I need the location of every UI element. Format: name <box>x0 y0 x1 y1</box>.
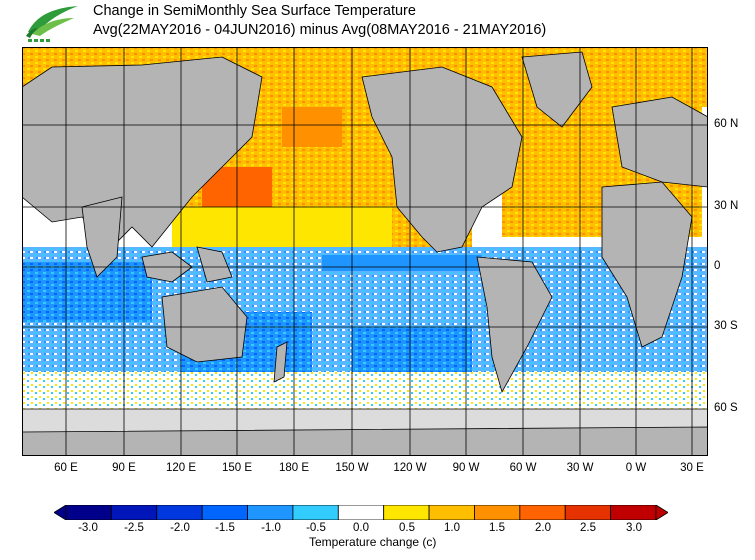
x-tick-label: 90 W <box>452 462 480 474</box>
colorbar-tick-label: 1.0 <box>444 522 460 534</box>
y-tick-label: 0 <box>714 260 721 272</box>
y-tick-label: 60 S <box>714 402 738 414</box>
colorbar-tick-label: 3.0 <box>626 522 642 534</box>
y-tick-label: 30 S <box>714 320 738 332</box>
colorbar-tick-label: 2.0 <box>535 522 551 534</box>
agency-logo <box>26 6 78 42</box>
colorbar-cell <box>337 505 385 520</box>
x-tick-label: 0 W <box>625 462 647 474</box>
x-tick-label: 120 W <box>393 462 427 474</box>
sst-anomaly-map <box>22 47 708 456</box>
colorbar <box>54 505 668 520</box>
x-tick-label: 60 W <box>509 462 537 474</box>
x-tick-label: 90 E <box>112 462 136 474</box>
colorbar-tick-label: 1.5 <box>489 522 505 534</box>
colorbar-tick-label: 0.0 <box>353 522 369 534</box>
colorbar-cell <box>564 505 612 520</box>
x-tick-label: 150 W <box>335 462 369 474</box>
x-tick-label: 30 W <box>566 462 594 474</box>
x-tick-label: 150 E <box>221 462 253 474</box>
colorbar-tick-label: -0.5 <box>306 522 326 534</box>
colorbar-cell <box>610 505 657 520</box>
colorbar-cell <box>65 505 112 520</box>
colorbar-arrow-low <box>54 505 67 520</box>
x-tick-label: 30 E <box>680 462 704 474</box>
x-tick-label: 180 E <box>278 462 310 474</box>
colorbar-tick-label: 2.5 <box>580 522 596 534</box>
colorbar-unit-label: Temperature change (c) <box>309 535 437 549</box>
colorbar-tick-label: 0.5 <box>399 522 415 534</box>
colorbar-tick-label: -2.5 <box>124 522 144 534</box>
colorbar-cell <box>201 505 248 520</box>
colorbar-tick-label: -1.5 <box>215 522 235 534</box>
x-tick-label: 60 E <box>54 462 78 474</box>
colorbar-cell <box>474 505 521 520</box>
colorbar-tick-label: -2.0 <box>170 522 190 534</box>
colorbar-cell <box>247 505 294 520</box>
colorbar-cell <box>383 505 430 520</box>
colorbar-tick-label: -1.0 <box>261 522 281 534</box>
colorbar-tick-label: -3.0 <box>78 522 98 534</box>
y-tick-label: 30 N <box>714 200 739 212</box>
x-tick-label: 120 E <box>165 462 197 474</box>
chart-title: Change in SemiMonthly Sea Surface Temper… <box>93 3 416 19</box>
colorbar-cell <box>292 505 339 520</box>
chart-subtitle: Avg(22MAY2016 - 04JUN2016) minus Avg(08M… <box>93 22 547 38</box>
colorbar-cell <box>428 505 475 520</box>
colorbar-cell <box>156 505 203 520</box>
colorbar-cell <box>110 505 158 520</box>
colorbar-cell <box>519 505 566 520</box>
colorbar-arrow-high <box>655 505 668 520</box>
y-tick-label: 60 N <box>714 118 739 130</box>
